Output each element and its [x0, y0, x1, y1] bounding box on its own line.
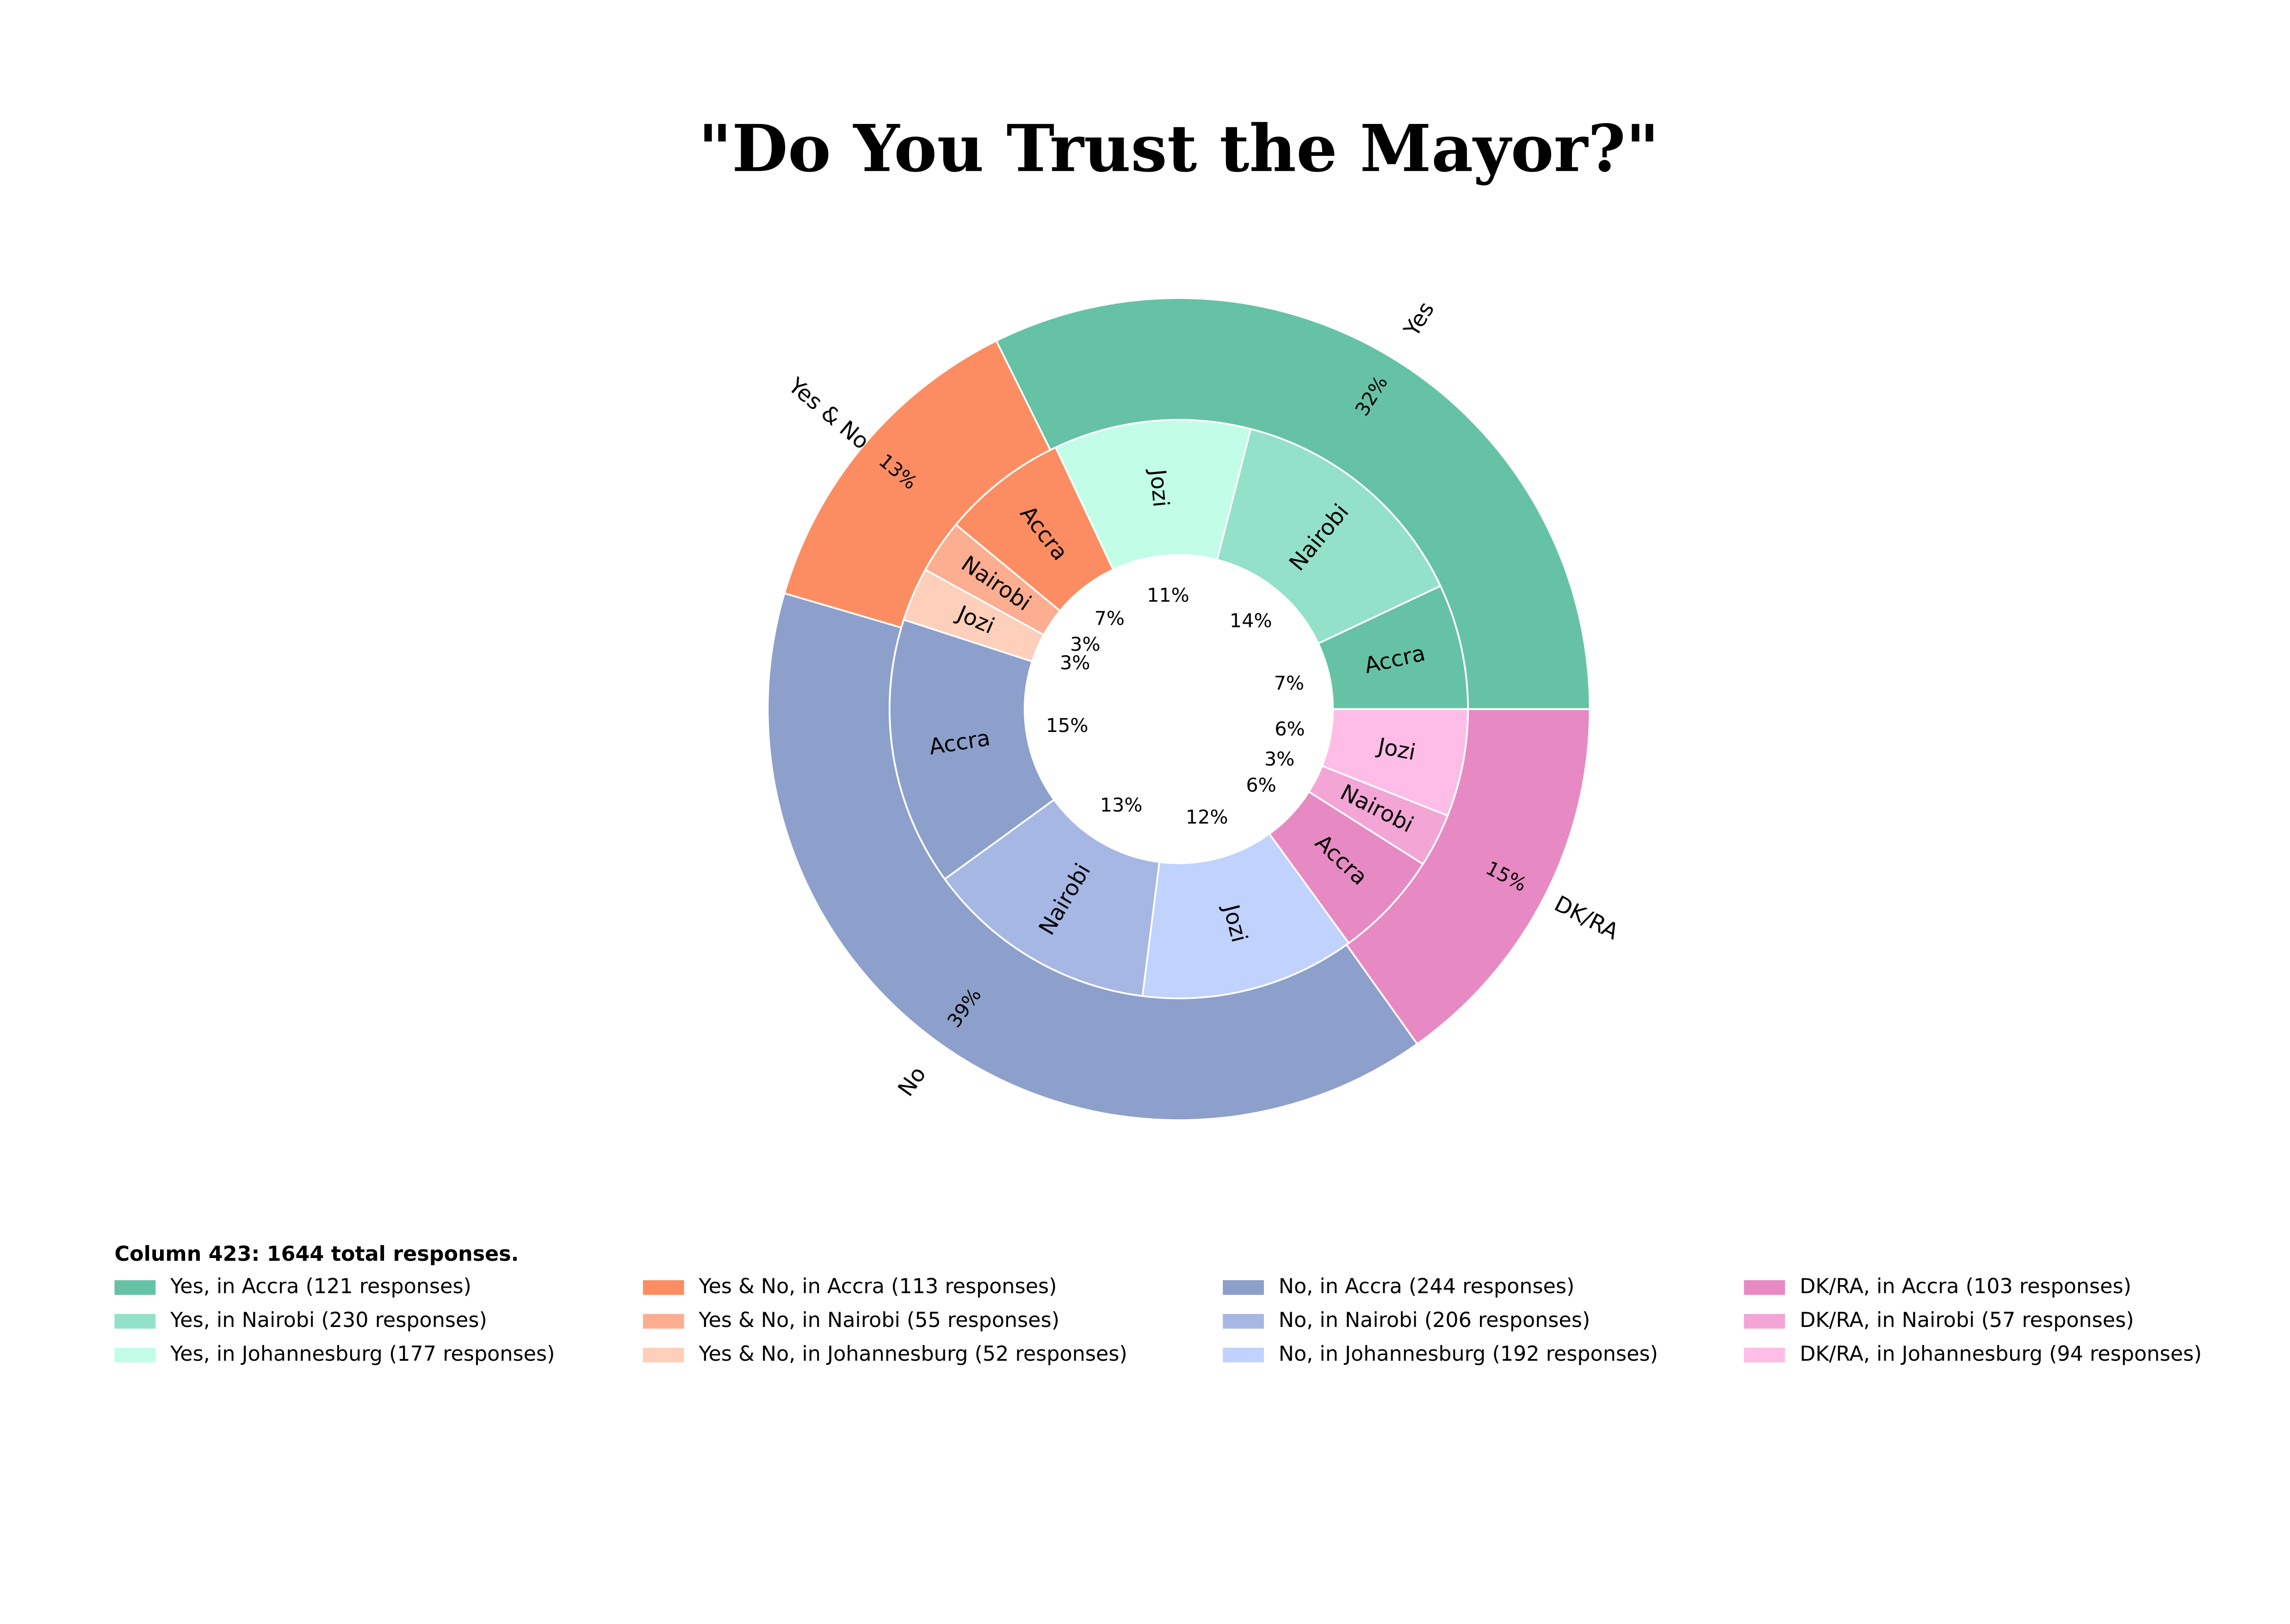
- inner-value-label: 3%: [1070, 633, 1100, 655]
- inner-wedge: [1216, 428, 1442, 645]
- legend-swatch: [1744, 1314, 1785, 1329]
- legend-swatch: [1223, 1280, 1264, 1295]
- legend-swatch: [643, 1280, 684, 1295]
- legend-label: Yes & No, in Johannesburg (52 responses): [698, 1342, 1127, 1366]
- inner-value-label: 14%: [1230, 609, 1272, 632]
- chart-title: "Do You Trust the Mayor?": [698, 111, 1659, 186]
- legend-label: No, in Accra (244 responses): [1279, 1275, 1575, 1298]
- outer-label: DK/RA: [1550, 891, 1623, 945]
- legend-swatch: [114, 1314, 156, 1329]
- legend-label: Yes, in Johannesburg (177 responses): [170, 1342, 555, 1366]
- legend-swatch: [643, 1314, 684, 1329]
- legend-label: DK/RA, in Accra (103 responses): [1800, 1275, 2131, 1298]
- inner-wedge: [1321, 708, 1469, 817]
- inner-value-label: 12%: [1186, 806, 1228, 828]
- legend-label: Yes, in Nairobi (230 responses): [170, 1308, 487, 1332]
- legend-label: DK/RA, in Johannesburg (94 responses): [1800, 1342, 2202, 1366]
- outer-label: No: [893, 1062, 931, 1101]
- legend-swatch: [114, 1347, 156, 1363]
- legend-title: Column 423: 1644 total responses.: [115, 1242, 519, 1266]
- outer-label: Yes: [1399, 298, 1440, 341]
- inner-value-label: 3%: [1264, 748, 1294, 770]
- legend-swatch: [1223, 1314, 1264, 1329]
- inner-value-label: 6%: [1246, 774, 1276, 796]
- inner-value-label: 7%: [1095, 607, 1125, 630]
- inner-wedge: [1054, 419, 1252, 571]
- inner-value-label: 15%: [1046, 714, 1089, 737]
- legend-label: Yes & No, in Accra (113 responses): [698, 1275, 1057, 1298]
- inner-value-label: 11%: [1147, 584, 1189, 606]
- legend-swatch: [1223, 1347, 1264, 1363]
- legend-label: Yes, in Accra (121 responses): [170, 1275, 471, 1298]
- legend-label: Yes & No, in Nairobi (55 responses): [698, 1308, 1059, 1332]
- legend-label: DK/RA, in Nairobi (57 responses): [1800, 1308, 2134, 1332]
- legend-label: No, in Nairobi (206 responses): [1279, 1308, 1590, 1332]
- inner-wedge: [943, 798, 1161, 997]
- inner-value-label: 6%: [1275, 718, 1305, 740]
- inner-wedge: [1141, 832, 1350, 999]
- legend-swatch: [1744, 1280, 1785, 1295]
- inner-value-label: 13%: [1100, 794, 1143, 816]
- legend-swatch: [643, 1347, 684, 1363]
- legend-label: No, in Johannesburg (192 responses): [1279, 1342, 1658, 1366]
- legend-swatch: [114, 1280, 156, 1295]
- legend-swatch: [1744, 1347, 1785, 1363]
- inner-value-label: 7%: [1274, 672, 1304, 694]
- inner-value-label: 3%: [1060, 652, 1090, 674]
- inner-wedge: [889, 619, 1056, 880]
- outer-label: Yes & No: [783, 372, 874, 454]
- inner-label: Jozi: [1145, 467, 1174, 508]
